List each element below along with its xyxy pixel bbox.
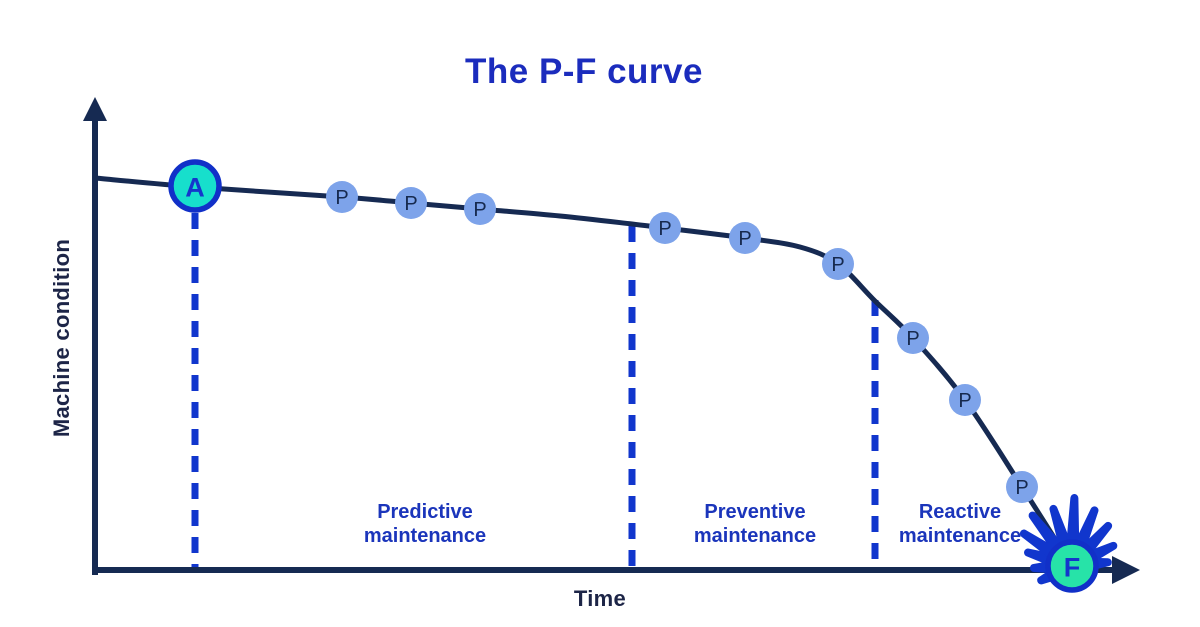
p-point-marker: P: [897, 322, 929, 354]
p-point-circle: [897, 322, 929, 354]
chart-title: The P-F curve: [465, 52, 703, 91]
p-point-label: P: [831, 254, 844, 276]
x-axis-label: Time: [573, 586, 627, 611]
p-point-circle: [464, 193, 496, 225]
p-point-label: P: [958, 390, 971, 412]
p-point-circle: [729, 222, 761, 254]
p-point-circle: [949, 384, 981, 416]
y-axis-label: Machine condition: [49, 238, 74, 438]
p-point-marker: P: [464, 193, 496, 225]
functional-failure-point-f: F: [1045, 539, 1099, 593]
region-label-predictive-maintenance: Predictive maintenance: [363, 501, 487, 547]
p-point-circle: [395, 187, 427, 219]
region-label-reactive-maintenance: Reactive maintenance: [898, 501, 1022, 547]
p-point-marker: P: [949, 384, 981, 416]
p-point-marker: P: [822, 248, 854, 280]
p-point-label: P: [906, 328, 919, 350]
p-point-circle: [649, 212, 681, 244]
potential-failure-point-a-circle: [168, 159, 222, 213]
p-point-label: P: [738, 228, 751, 250]
region-label-preventive-maintenance: Preventive maintenance: [693, 501, 817, 547]
p-point-label: P: [335, 187, 348, 209]
p-point-label: P: [473, 199, 486, 221]
p-point-marker: P: [1006, 471, 1038, 503]
p-point-marker: P: [395, 187, 427, 219]
p-point-label: P: [658, 218, 671, 240]
p-point-circle: [822, 248, 854, 280]
x-axis-arrowhead-icon: [1112, 556, 1140, 584]
p-point-marker: P: [326, 181, 358, 213]
p-point-markers: P P P P P P P P P: [326, 181, 1038, 503]
potential-failure-point-a-label: A: [185, 173, 205, 203]
p-point-marker: P: [729, 222, 761, 254]
functional-failure-point-f-label: F: [1064, 553, 1081, 583]
p-point-label: P: [1015, 477, 1028, 499]
potential-failure-point-a: A: [168, 159, 222, 213]
axes: [83, 97, 1140, 584]
y-axis-arrowhead-icon: [83, 97, 107, 121]
p-point-circle: [326, 181, 358, 213]
p-point-marker: P: [649, 212, 681, 244]
p-point-label: P: [404, 193, 417, 215]
p-point-circle: [1006, 471, 1038, 503]
functional-failure-point-f-circle: [1045, 539, 1099, 593]
interval-dashed-lines: [191, 213, 879, 568]
